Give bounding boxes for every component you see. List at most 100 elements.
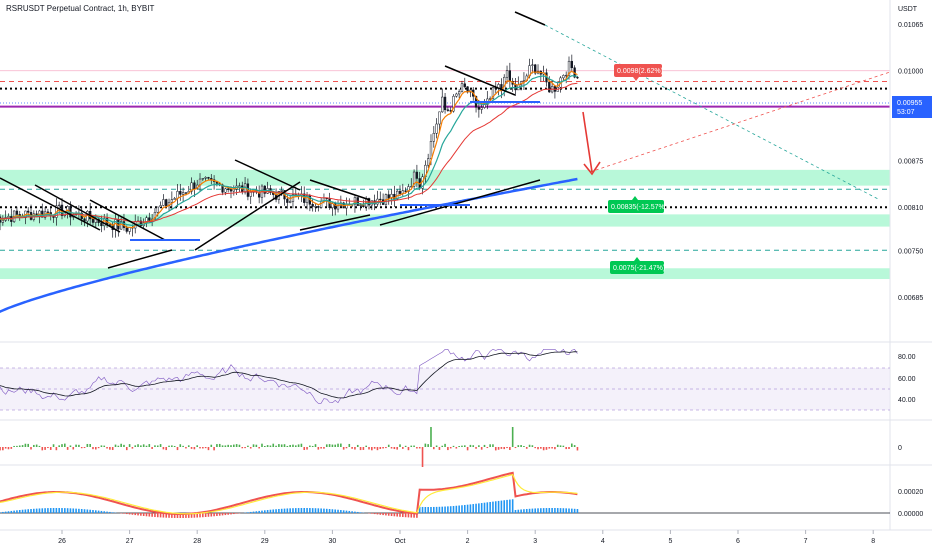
trend-line	[107, 249, 173, 269]
volume-bar	[30, 447, 32, 450]
volume-bar	[393, 447, 396, 450]
macd-hist-bar	[461, 505, 463, 513]
volume-bar	[159, 444, 162, 447]
volume-bar	[286, 445, 289, 447]
symbol-title: RSRUSDT Perpetual Contract, 1h, BYBIT	[6, 4, 154, 13]
macd-hist-bar	[542, 508, 545, 513]
macd-hist-bar	[568, 508, 570, 513]
macd-hist-bar	[328, 509, 331, 513]
volume-bar	[511, 427, 514, 447]
macd-hist-bar	[399, 513, 401, 517]
volume-bar	[207, 447, 210, 451]
macd-hist-bar	[280, 508, 283, 513]
macd-hist-bar	[289, 508, 291, 513]
volume-bar	[337, 443, 339, 447]
candle-body	[483, 104, 486, 108]
candle-body	[443, 96, 447, 111]
candle-body	[432, 133, 435, 142]
macd-hist-bar	[469, 504, 472, 513]
macd-hist-bar	[475, 503, 477, 513]
volume-bar	[272, 443, 275, 447]
macd-pane[interactable]: 0.00020 0.00000	[0, 471, 923, 518]
volume-bar	[44, 447, 46, 450]
volume-pane[interactable]: 0	[0, 427, 902, 467]
candle-body	[460, 83, 464, 92]
macd-hist-bar	[517, 509, 520, 513]
volume-bar	[171, 445, 173, 447]
volume-bar	[418, 447, 421, 449]
candle-body	[201, 178, 204, 180]
volume-bar	[500, 447, 503, 449]
macd-hist-bar	[145, 513, 148, 517]
projection-line	[544, 24, 881, 201]
macd-hist-bar	[154, 513, 156, 518]
rsi-ma-line	[0, 351, 578, 399]
macd-hist-bar	[235, 513, 238, 514]
time-axis[interactable]: 26 27 28 29 30 Oct 2 3 4 5 6 7 8	[58, 530, 875, 545]
time-tick-label: 8	[871, 538, 875, 545]
volume-bar	[396, 447, 398, 450]
volume-bar	[66, 447, 69, 450]
rsi-line	[0, 348, 578, 404]
macd-hist-bar	[218, 513, 221, 516]
main-pane[interactable]	[0, 0, 890, 340]
support-zone	[0, 268, 890, 280]
macd-hist-bar	[44, 508, 46, 513]
macd-hist-bar	[210, 513, 213, 517]
macd-hist-bar	[294, 508, 297, 513]
trend-line	[444, 65, 516, 96]
volume-bar	[120, 443, 122, 447]
time-tick-label: 5	[668, 538, 672, 545]
volume-bar	[438, 447, 441, 450]
macd-hist-bar	[100, 510, 103, 513]
volume-bar	[89, 443, 91, 447]
macd-hist-bar	[78, 508, 80, 513]
volume-bar	[0, 447, 1, 451]
volume-bar	[294, 445, 297, 447]
volume-bar	[35, 444, 38, 447]
volume-bar	[497, 447, 500, 450]
trend-line	[89, 199, 166, 241]
rsi-pane[interactable]: 80.00 60.00 40.00	[0, 348, 916, 411]
macd-hist-bar	[151, 513, 153, 517]
volume-bar	[27, 443, 29, 447]
volume-bar	[278, 444, 280, 447]
macd-hist-bar	[531, 508, 534, 513]
macd-hist-bar	[38, 508, 41, 513]
macd-hist-bar	[221, 513, 224, 516]
macd-tick-020: 0.00020	[898, 489, 923, 496]
macd-hist-bar	[204, 513, 207, 517]
volume-bar	[433, 447, 435, 450]
volume-bar	[390, 447, 393, 449]
candle-body	[184, 192, 188, 194]
volume-bar	[540, 447, 542, 449]
volume-bar	[399, 444, 401, 447]
macd-hist-bar	[61, 508, 63, 513]
macd-hist-bar	[269, 509, 272, 513]
volume-bar	[455, 447, 458, 449]
volume-bar	[548, 447, 551, 449]
time-tick-label: 7	[804, 538, 808, 545]
volume-bar	[154, 445, 156, 447]
volume-bar	[241, 447, 244, 449]
macd-hist-bar	[534, 508, 536, 513]
macd-hist-bar	[320, 508, 322, 513]
target-tag-2-label: 0.0075(-21.47%)	[613, 265, 665, 272]
candle-body	[458, 91, 461, 95]
candle-body	[334, 203, 337, 210]
candle-body	[190, 182, 193, 192]
volume-bar	[385, 447, 387, 449]
volume-bar	[480, 447, 483, 450]
macd-hist-bar	[58, 508, 60, 513]
volume-bar	[356, 444, 359, 447]
volume-bar	[334, 444, 337, 447]
time-tick-label: Oct	[395, 538, 406, 545]
macd-hist-bar	[292, 508, 294, 513]
volume-bar	[13, 445, 15, 447]
volume-bar	[576, 447, 579, 451]
candle-body	[120, 221, 123, 230]
candle-body	[145, 217, 148, 223]
volume-bar	[227, 444, 229, 447]
volume-bar	[111, 447, 114, 451]
